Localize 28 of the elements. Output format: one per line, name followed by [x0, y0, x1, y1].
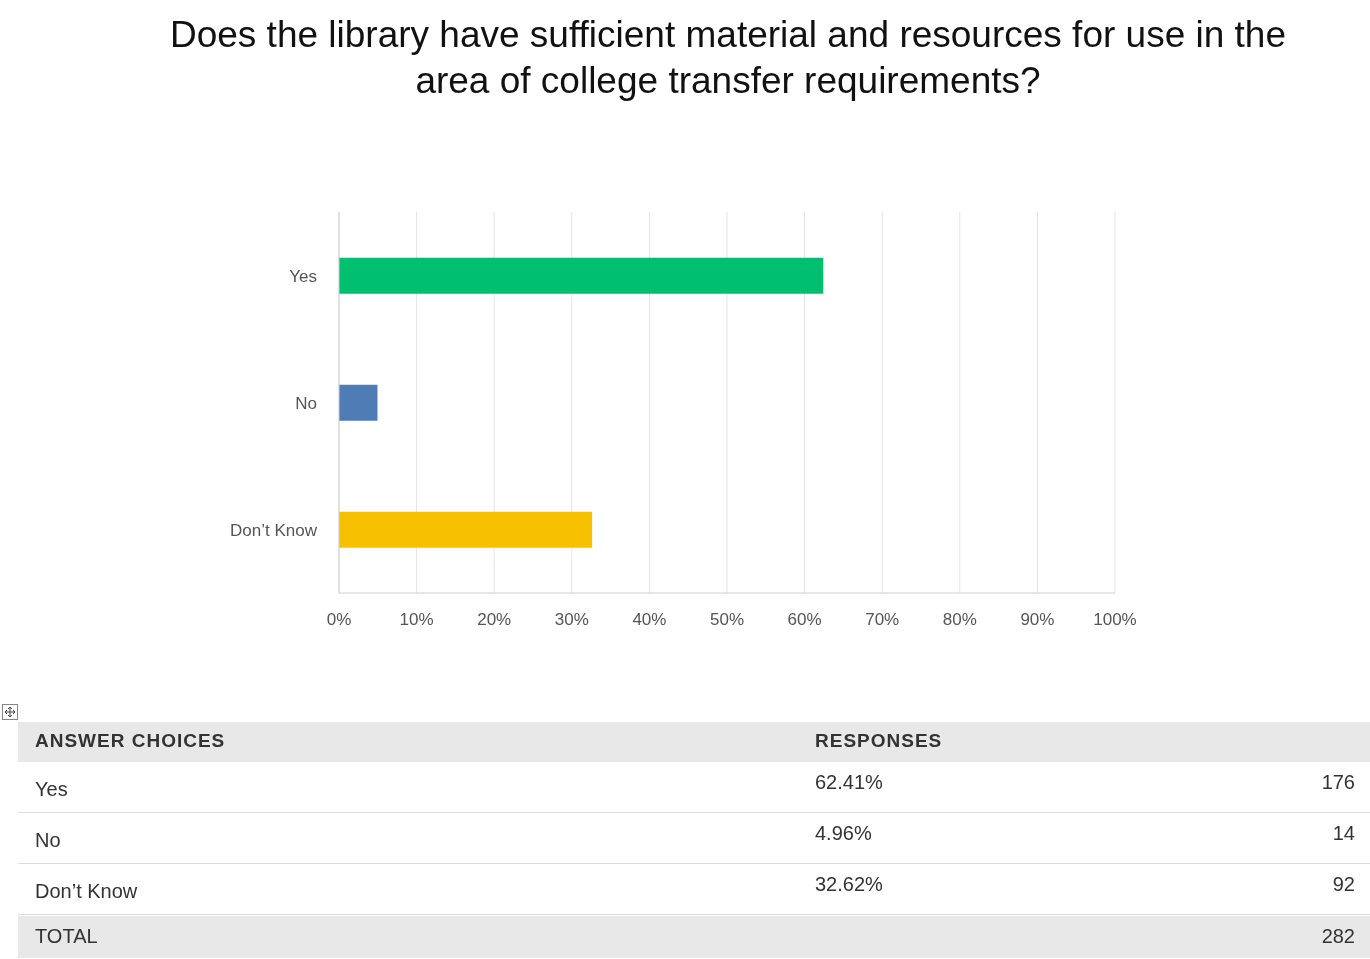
- x-tick-label: 100%: [1093, 610, 1137, 630]
- text: 92: [1332, 873, 1355, 896]
- x-tick-label: 90%: [1020, 610, 1055, 630]
- text: 282: [1321, 925, 1355, 948]
- text: 62.41%: [815, 771, 883, 794]
- text: 14: [1332, 822, 1355, 845]
- y-tick-label: Don’t Know: [230, 520, 318, 540]
- y-tick-label: No: [295, 393, 317, 413]
- x-tick-label: 40%: [632, 610, 667, 630]
- category-label: No: [35, 829, 61, 851]
- x-tick-label: 10%: [399, 610, 434, 630]
- y-tick-label: Yes: [289, 266, 317, 286]
- x-tick-label: 80%: [942, 610, 977, 630]
- category-label: Yes: [35, 778, 68, 800]
- category-label: Don’t Know: [35, 880, 138, 902]
- text: 4.96%: [815, 822, 872, 845]
- x-tick-label: 0%: [326, 610, 352, 630]
- chart-title: Does the library have sufficient material and resources for use in the area of college transfer requirements?: [168, 13, 1288, 103]
- x-tick-label: 50%: [709, 610, 745, 630]
- text: TOTAL: [35, 925, 98, 948]
- x-tick-label: 70%: [865, 610, 900, 630]
- x-tick-label: 60%: [787, 610, 822, 630]
- text: 176: [1321, 771, 1355, 794]
- text: RESPONSES: [815, 730, 943, 752]
- x-tick-label: 20%: [477, 610, 512, 630]
- text: ANSWER CHOICES: [35, 730, 226, 752]
- text: 32.62%: [815, 873, 883, 896]
- x-tick-label: 30%: [554, 610, 589, 630]
